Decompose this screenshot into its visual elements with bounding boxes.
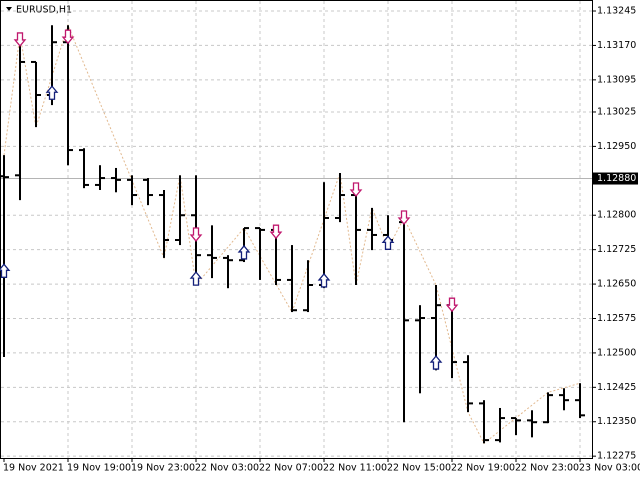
up-arrow: [381, 235, 395, 250]
y-tick-label: 1.12500: [597, 347, 636, 358]
x-tick-label: 19 Nov 19:00: [67, 463, 131, 474]
y-tick-label: 1.12350: [597, 416, 636, 427]
down-arrow: [13, 32, 27, 47]
x-tick-label: 22 Nov 15:00: [387, 463, 451, 474]
x-tick-label: 23 Nov 03:00: [579, 463, 640, 474]
up-arrow: [429, 355, 443, 370]
x-tick-label: 22 Nov 11:00: [323, 463, 387, 474]
y-tick-label: 1.12650: [597, 279, 636, 290]
x-tick-label: 22 Nov 03:00: [195, 463, 259, 474]
x-tick-label: 22 Nov 23:00: [515, 463, 579, 474]
down-arrow: [61, 29, 75, 45]
y-tick-label: 1.12800: [597, 210, 636, 221]
y-tick-label: 1.13245: [597, 6, 636, 17]
menu-triangle[interactable]: [6, 7, 12, 11]
y-tick-label: 1.13170: [597, 40, 636, 51]
y-tick-label: 1.13095: [597, 74, 636, 85]
x-tick-label: 22 Nov 07:00: [259, 463, 323, 474]
down-arrow: [349, 182, 363, 198]
up-arrow: [237, 244, 251, 260]
down-arrow: [445, 297, 459, 313]
y-tick-label: 1.13025: [597, 106, 636, 117]
x-tick-label: 22 Nov 19:00: [451, 463, 515, 474]
chart-title: EURUSD,H1: [16, 5, 72, 16]
y-tick-label: 1.12725: [597, 244, 636, 255]
current-price-box: [593, 172, 638, 185]
down-arrow: [189, 227, 203, 242]
plot-frame: [0, 0, 593, 459]
current-price-label: 1.12880: [597, 173, 636, 184]
y-tick-label: 1.12425: [597, 382, 636, 393]
y-tick-label: 1.12575: [597, 313, 636, 324]
y-tick-label: 1.12275: [597, 451, 636, 462]
up-arrow: [0, 263, 11, 278]
up-arrow: [317, 272, 331, 288]
y-tick-label: 1.12950: [597, 141, 636, 152]
up-arrow: [189, 271, 203, 286]
down-arrow: [397, 210, 411, 226]
down-arrow: [269, 224, 283, 240]
up-arrow: [45, 85, 59, 100]
x-tick-label: 19 Nov 23:00: [131, 463, 195, 474]
x-tick-label: 19 Nov 2021: [3, 463, 64, 474]
